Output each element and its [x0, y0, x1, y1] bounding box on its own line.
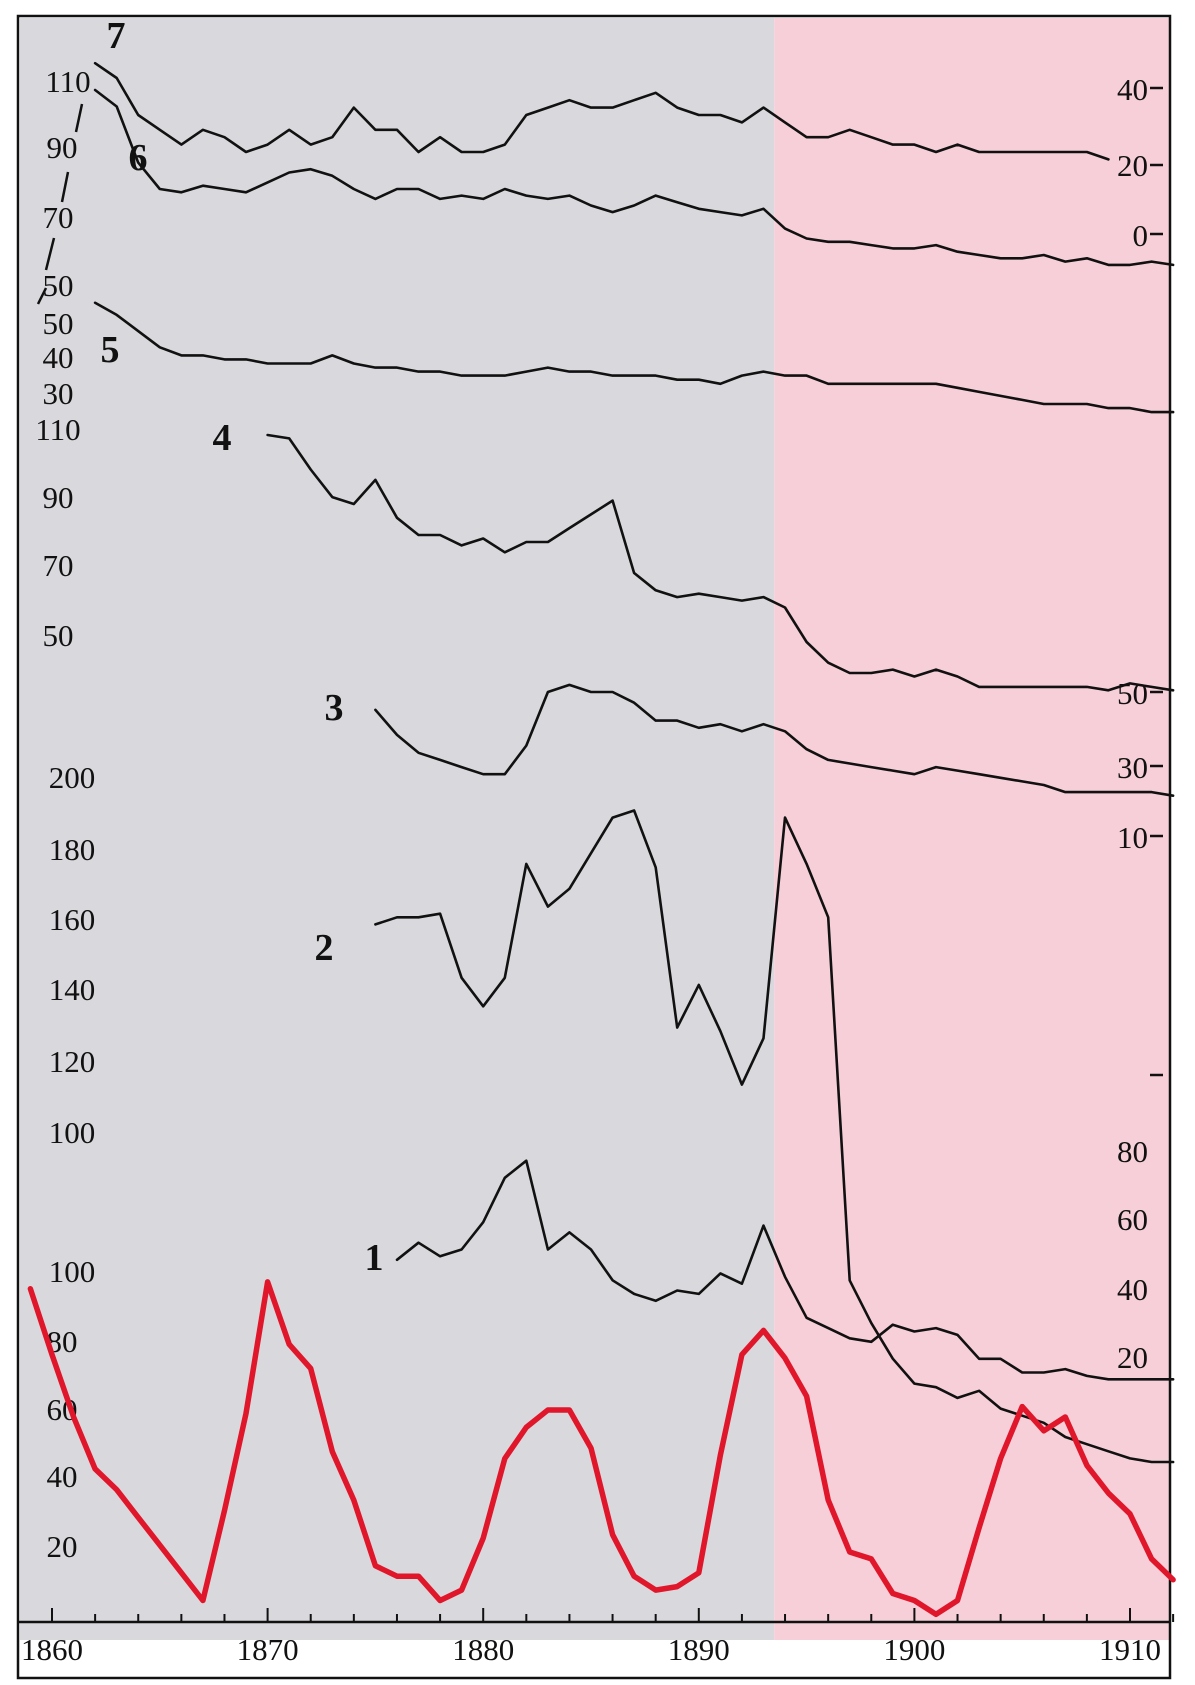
- series-line-3: [374, 683, 1175, 798]
- x-axis-ticks: [51, 1608, 1175, 1622]
- series-lines: [27, 61, 1176, 1618]
- scale-connector: [36, 287, 48, 305]
- left-scale-label: 90: [47, 130, 78, 165]
- left-scale-label: 20: [47, 1529, 78, 1564]
- left-scale-label: 180: [49, 832, 96, 867]
- left-scale-label: 50: [43, 306, 74, 341]
- left-scale-label: 120: [49, 1044, 96, 1079]
- x-tick-label: 1910: [1099, 1632, 1161, 1667]
- right-scale-label: 20: [1117, 1340, 1148, 1375]
- background-pink-panel: [774, 18, 1170, 1640]
- series-line-1: [395, 1159, 1175, 1381]
- left-scale-labels: 1109070505040301109070502001801601401201…: [35, 64, 95, 1564]
- scale-connector: [60, 171, 70, 203]
- curve-label-2: 2: [315, 927, 334, 969]
- left-scale-label: 140: [49, 972, 96, 1007]
- x-tick-label: 1880: [452, 1632, 514, 1667]
- curve-label-7: 7: [107, 15, 126, 57]
- right-scale-label: 10: [1117, 820, 1148, 855]
- series-line-2: [374, 809, 1175, 1464]
- x-tick-label: 1870: [237, 1632, 299, 1667]
- left-scale-label: 100: [49, 1254, 96, 1289]
- left-scale-label: 70: [43, 200, 74, 235]
- plot-frame: [16, 14, 1172, 1680]
- right-scale-label: 30: [1117, 750, 1148, 785]
- curve-label-6: 6: [129, 137, 148, 179]
- x-tick-label: 1860: [21, 1632, 83, 1667]
- right-scale-label: 80: [1117, 1134, 1148, 1169]
- left-scale-label: 70: [43, 548, 74, 583]
- x-tick-label: 1890: [668, 1632, 730, 1667]
- left-scale-label: 110: [35, 412, 80, 447]
- right-scale-label: 20: [1117, 148, 1148, 183]
- right-scale-label: 50: [1117, 676, 1148, 711]
- curve-label-4: 4: [213, 417, 232, 459]
- right-scale-labels: 40 20 0 50 30 10 80 60 40 20: [1117, 72, 1148, 1375]
- series-line-6: [93, 88, 1175, 267]
- series-line-red: [27, 1279, 1176, 1618]
- right-scale-label: 40: [1117, 1272, 1148, 1307]
- x-tick-label: 1900: [883, 1632, 945, 1667]
- right-scale-label: 40: [1117, 72, 1148, 107]
- series-line-4: [266, 433, 1175, 692]
- background-grey-panel: [20, 18, 775, 1640]
- curve-label-5: 5: [101, 329, 120, 371]
- left-scale-label: 40: [43, 340, 74, 375]
- curve-label-1: 1: [365, 1237, 384, 1279]
- left-scale-label: 50: [43, 618, 74, 653]
- series-line-7: [93, 61, 1110, 161]
- left-scale-label: 100: [49, 1115, 96, 1150]
- right-scale-label: 0: [1133, 218, 1149, 253]
- right-scale-label: 60: [1117, 1202, 1148, 1237]
- left-scale-label: 110: [45, 64, 90, 99]
- x-axis-tick-labels: 1860 1870 1880 1890 1900 1910: [21, 1632, 1161, 1667]
- left-scale-label: 40: [47, 1459, 78, 1494]
- left-scale-label: 90: [43, 480, 74, 515]
- left-scale-label: 50: [43, 268, 74, 303]
- left-scale-label: 30: [43, 376, 74, 411]
- scale-connector: [74, 103, 84, 133]
- scale-connector: [44, 237, 56, 271]
- series-line-5: [93, 301, 1175, 414]
- curve-label-3: 3: [325, 687, 344, 729]
- left-scale-label: 200: [49, 760, 96, 795]
- curve-number-labels: 7 6 5 4 3 2 1: [101, 15, 384, 1279]
- left-scale-label: 160: [49, 902, 96, 937]
